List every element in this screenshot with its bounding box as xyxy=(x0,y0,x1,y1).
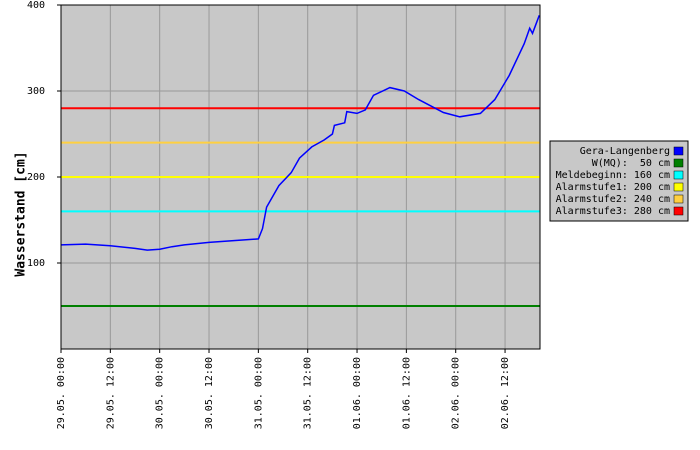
plot-frame xyxy=(60,4,541,350)
y-tick-label: 400 xyxy=(27,0,45,11)
x-tick-label: 30.05. 00:00 xyxy=(155,357,166,429)
legend-label: W(MQ): 50 cm xyxy=(592,158,670,169)
data-line xyxy=(60,15,541,251)
legend-label: Gera-Langenberg xyxy=(580,146,670,157)
legend-swatch xyxy=(673,158,684,168)
x-tick-label: 31.05. 00:00 xyxy=(253,357,264,429)
legend-label: Meldebeginn: 160 cm xyxy=(556,170,670,181)
legend-swatch xyxy=(673,146,684,156)
x-tick-label: 29.05. 12:00 xyxy=(105,357,116,429)
legend-swatch xyxy=(673,206,684,216)
legend-label: Alarmstufe3: 280 cm xyxy=(556,206,670,217)
x-tick-label: 02.06. 00:00 xyxy=(451,357,462,429)
legend-label: Alarmstufe1: 200 cm xyxy=(556,182,670,193)
y-tick-label: 200 xyxy=(27,172,45,183)
x-tick-label: 31.05. 12:00 xyxy=(303,357,314,429)
y-tick-label: 300 xyxy=(27,86,45,97)
x-tick-label: 30.05. 12:00 xyxy=(204,357,215,429)
legend-label: Alarmstufe2: 240 cm xyxy=(556,194,670,205)
legend-swatch xyxy=(673,182,684,192)
x-tick-label: 01.06. 12:00 xyxy=(401,357,412,429)
x-tick-label: 02.06. 12:00 xyxy=(500,357,511,429)
x-tick-label: 29.05. 00:00 xyxy=(56,357,67,429)
legend-swatch xyxy=(673,170,684,180)
legend-swatch xyxy=(673,194,684,204)
y-tick-label: 100 xyxy=(27,258,45,269)
x-tick-label: 01.06. 00:00 xyxy=(352,357,363,429)
y-axis-label: Wasserstand [cm] xyxy=(14,151,29,276)
legend-box xyxy=(549,140,689,222)
